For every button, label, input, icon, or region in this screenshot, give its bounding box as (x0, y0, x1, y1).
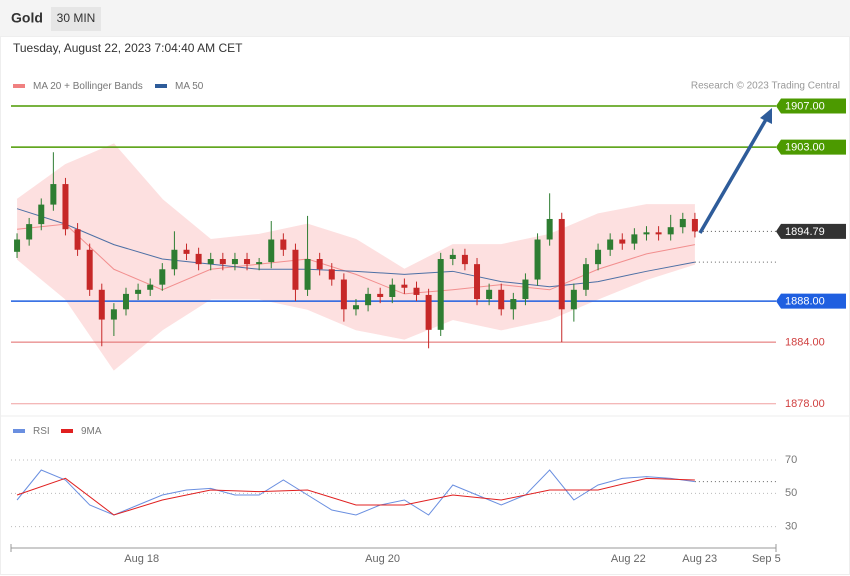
candle-body (607, 239, 614, 250)
candle-body (86, 249, 93, 290)
candle-body (74, 229, 81, 250)
y-tick-label: 70 (785, 454, 797, 466)
legend-label: 9MA (81, 426, 102, 437)
ma-line (16, 208, 695, 288)
candle-body (38, 204, 45, 225)
candle-body (558, 218, 565, 310)
legend-swatch (13, 84, 25, 88)
candle-body (486, 289, 493, 300)
ma-line (16, 223, 695, 295)
forecast-arrowhead (760, 108, 772, 124)
candle-body (425, 294, 432, 330)
candle-body (110, 309, 117, 320)
candle-body (365, 293, 372, 306)
indicator-line (16, 469, 695, 516)
candle-body (498, 289, 505, 310)
candle-body (437, 259, 444, 330)
bollinger-upper (16, 143, 695, 270)
candle-body (389, 284, 396, 297)
timeframe-box (51, 7, 101, 31)
candle-body (328, 269, 335, 280)
level-label-box (776, 223, 846, 239)
x-tick-label: Aug 18 (124, 553, 159, 565)
candle-body (135, 289, 142, 294)
candle-body (195, 253, 202, 265)
legend-swatch (61, 429, 73, 433)
candle-body (14, 239, 21, 252)
candle-body (546, 218, 553, 240)
legend-swatch (155, 84, 167, 88)
candle-body (643, 232, 650, 235)
legend-label: MA 20 + Bollinger Bands (33, 81, 143, 92)
candle-body (510, 299, 517, 310)
subtitle: Tuesday, August 22, 2023 7:04:40 AM CET (13, 41, 243, 55)
x-tick-label: Aug 23 (682, 553, 717, 565)
candle-body (26, 224, 33, 240)
candle-body (159, 269, 166, 285)
candle-body (316, 259, 323, 270)
x-tick-label: Aug 20 (365, 553, 400, 565)
candle-body (304, 259, 311, 290)
level-label-box (776, 139, 846, 155)
candle-body (62, 184, 69, 230)
candle-body (655, 232, 662, 235)
candle-body (268, 239, 275, 263)
level-label: 1888.00 (785, 295, 825, 307)
level-label: 1907.00 (785, 100, 825, 112)
legend-swatch (13, 429, 25, 433)
bollinger-lower (16, 258, 696, 371)
x-tick-label: Sep 5 (752, 553, 781, 565)
level-label-box (776, 98, 846, 114)
candle-body (147, 284, 154, 290)
legend-label: MA 50 (175, 81, 204, 92)
bollinger-band (17, 144, 695, 370)
candle-body (231, 259, 238, 265)
x-tick-label: Aug 22 (611, 553, 646, 565)
candle-body (461, 254, 468, 265)
candle-body (691, 218, 698, 232)
candle-body (50, 184, 57, 205)
candle-body (522, 279, 529, 300)
candle-body (449, 254, 456, 260)
candle-body (679, 218, 686, 228)
candle-body (352, 305, 359, 310)
timeframe: 30 MIN (57, 11, 96, 25)
candle-body (401, 284, 408, 288)
candle-body (474, 264, 481, 300)
candle-body (244, 259, 251, 265)
candle-body (667, 227, 674, 235)
candle-body (292, 249, 299, 290)
candle-body (413, 287, 420, 295)
level-label: 1903.00 (785, 142, 825, 154)
credit: Research © 2023 Trading Central (691, 81, 840, 92)
level-label: 1884.00 (785, 337, 825, 349)
candle-body (534, 239, 541, 280)
indicator-line (16, 477, 695, 516)
level-label-box (776, 293, 846, 309)
chart-title: Gold (11, 10, 43, 26)
candle-body (207, 259, 214, 265)
candle-body (219, 259, 226, 265)
candle-body (595, 249, 602, 265)
candle-body (377, 293, 384, 297)
forecast-arrow (698, 115, 770, 234)
candle-body (582, 264, 589, 290)
candle-body (183, 249, 190, 254)
candle-body (171, 249, 178, 270)
candle-body (619, 239, 626, 244)
y-tick-label: 50 (785, 487, 797, 499)
header-band (0, 0, 850, 36)
candle-body (280, 239, 287, 250)
candle-body (340, 279, 347, 310)
candle-body (98, 289, 105, 320)
level-label: 1878.00 (785, 398, 825, 410)
candle-body (256, 262, 263, 265)
candle-body (631, 234, 638, 244)
y-tick-label: 30 (785, 521, 797, 533)
level-label: 1894.79 (785, 226, 825, 238)
candle-body (570, 289, 577, 310)
legend-label: RSI (33, 426, 50, 437)
candle-body (122, 293, 129, 310)
